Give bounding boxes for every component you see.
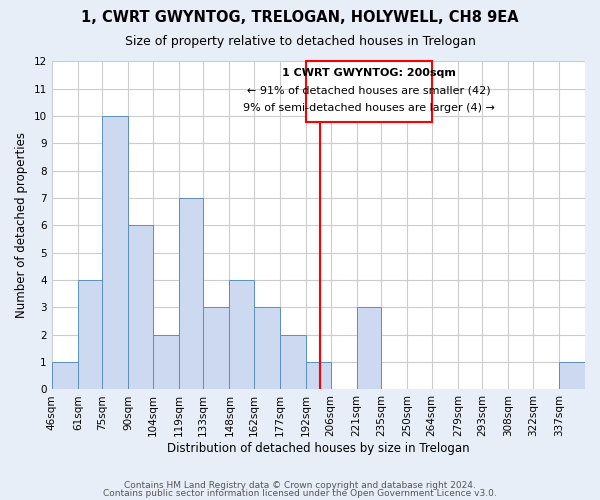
- Text: 1 CWRT GWYNTOG: 200sqm: 1 CWRT GWYNTOG: 200sqm: [282, 68, 456, 78]
- Text: Contains public sector information licensed under the Open Government Licence v3: Contains public sector information licen…: [103, 488, 497, 498]
- Bar: [229, 280, 254, 390]
- Bar: [356, 308, 381, 390]
- Text: 1, CWRT GWYNTOG, TRELOGAN, HOLYWELL, CH8 9EA: 1, CWRT GWYNTOG, TRELOGAN, HOLYWELL, CH8…: [81, 10, 519, 25]
- Bar: [306, 362, 331, 390]
- Bar: [179, 198, 203, 390]
- Text: ← 91% of detached houses are smaller (42): ← 91% of detached houses are smaller (42…: [247, 86, 491, 96]
- X-axis label: Distribution of detached houses by size in Trelogan: Distribution of detached houses by size …: [167, 442, 470, 455]
- Bar: [153, 335, 179, 390]
- Bar: [102, 116, 128, 390]
- Text: 9% of semi-detached houses are larger (4) →: 9% of semi-detached houses are larger (4…: [243, 102, 495, 113]
- Bar: [280, 335, 306, 390]
- Text: Contains HM Land Registry data © Crown copyright and database right 2024.: Contains HM Land Registry data © Crown c…: [124, 481, 476, 490]
- Bar: [128, 226, 153, 390]
- Bar: [78, 280, 102, 390]
- Text: Size of property relative to detached houses in Trelogan: Size of property relative to detached ho…: [125, 35, 475, 48]
- FancyBboxPatch shape: [306, 62, 431, 122]
- Y-axis label: Number of detached properties: Number of detached properties: [15, 132, 28, 318]
- Bar: [203, 308, 229, 390]
- Bar: [559, 362, 585, 390]
- Bar: [52, 362, 78, 390]
- Bar: [254, 308, 280, 390]
